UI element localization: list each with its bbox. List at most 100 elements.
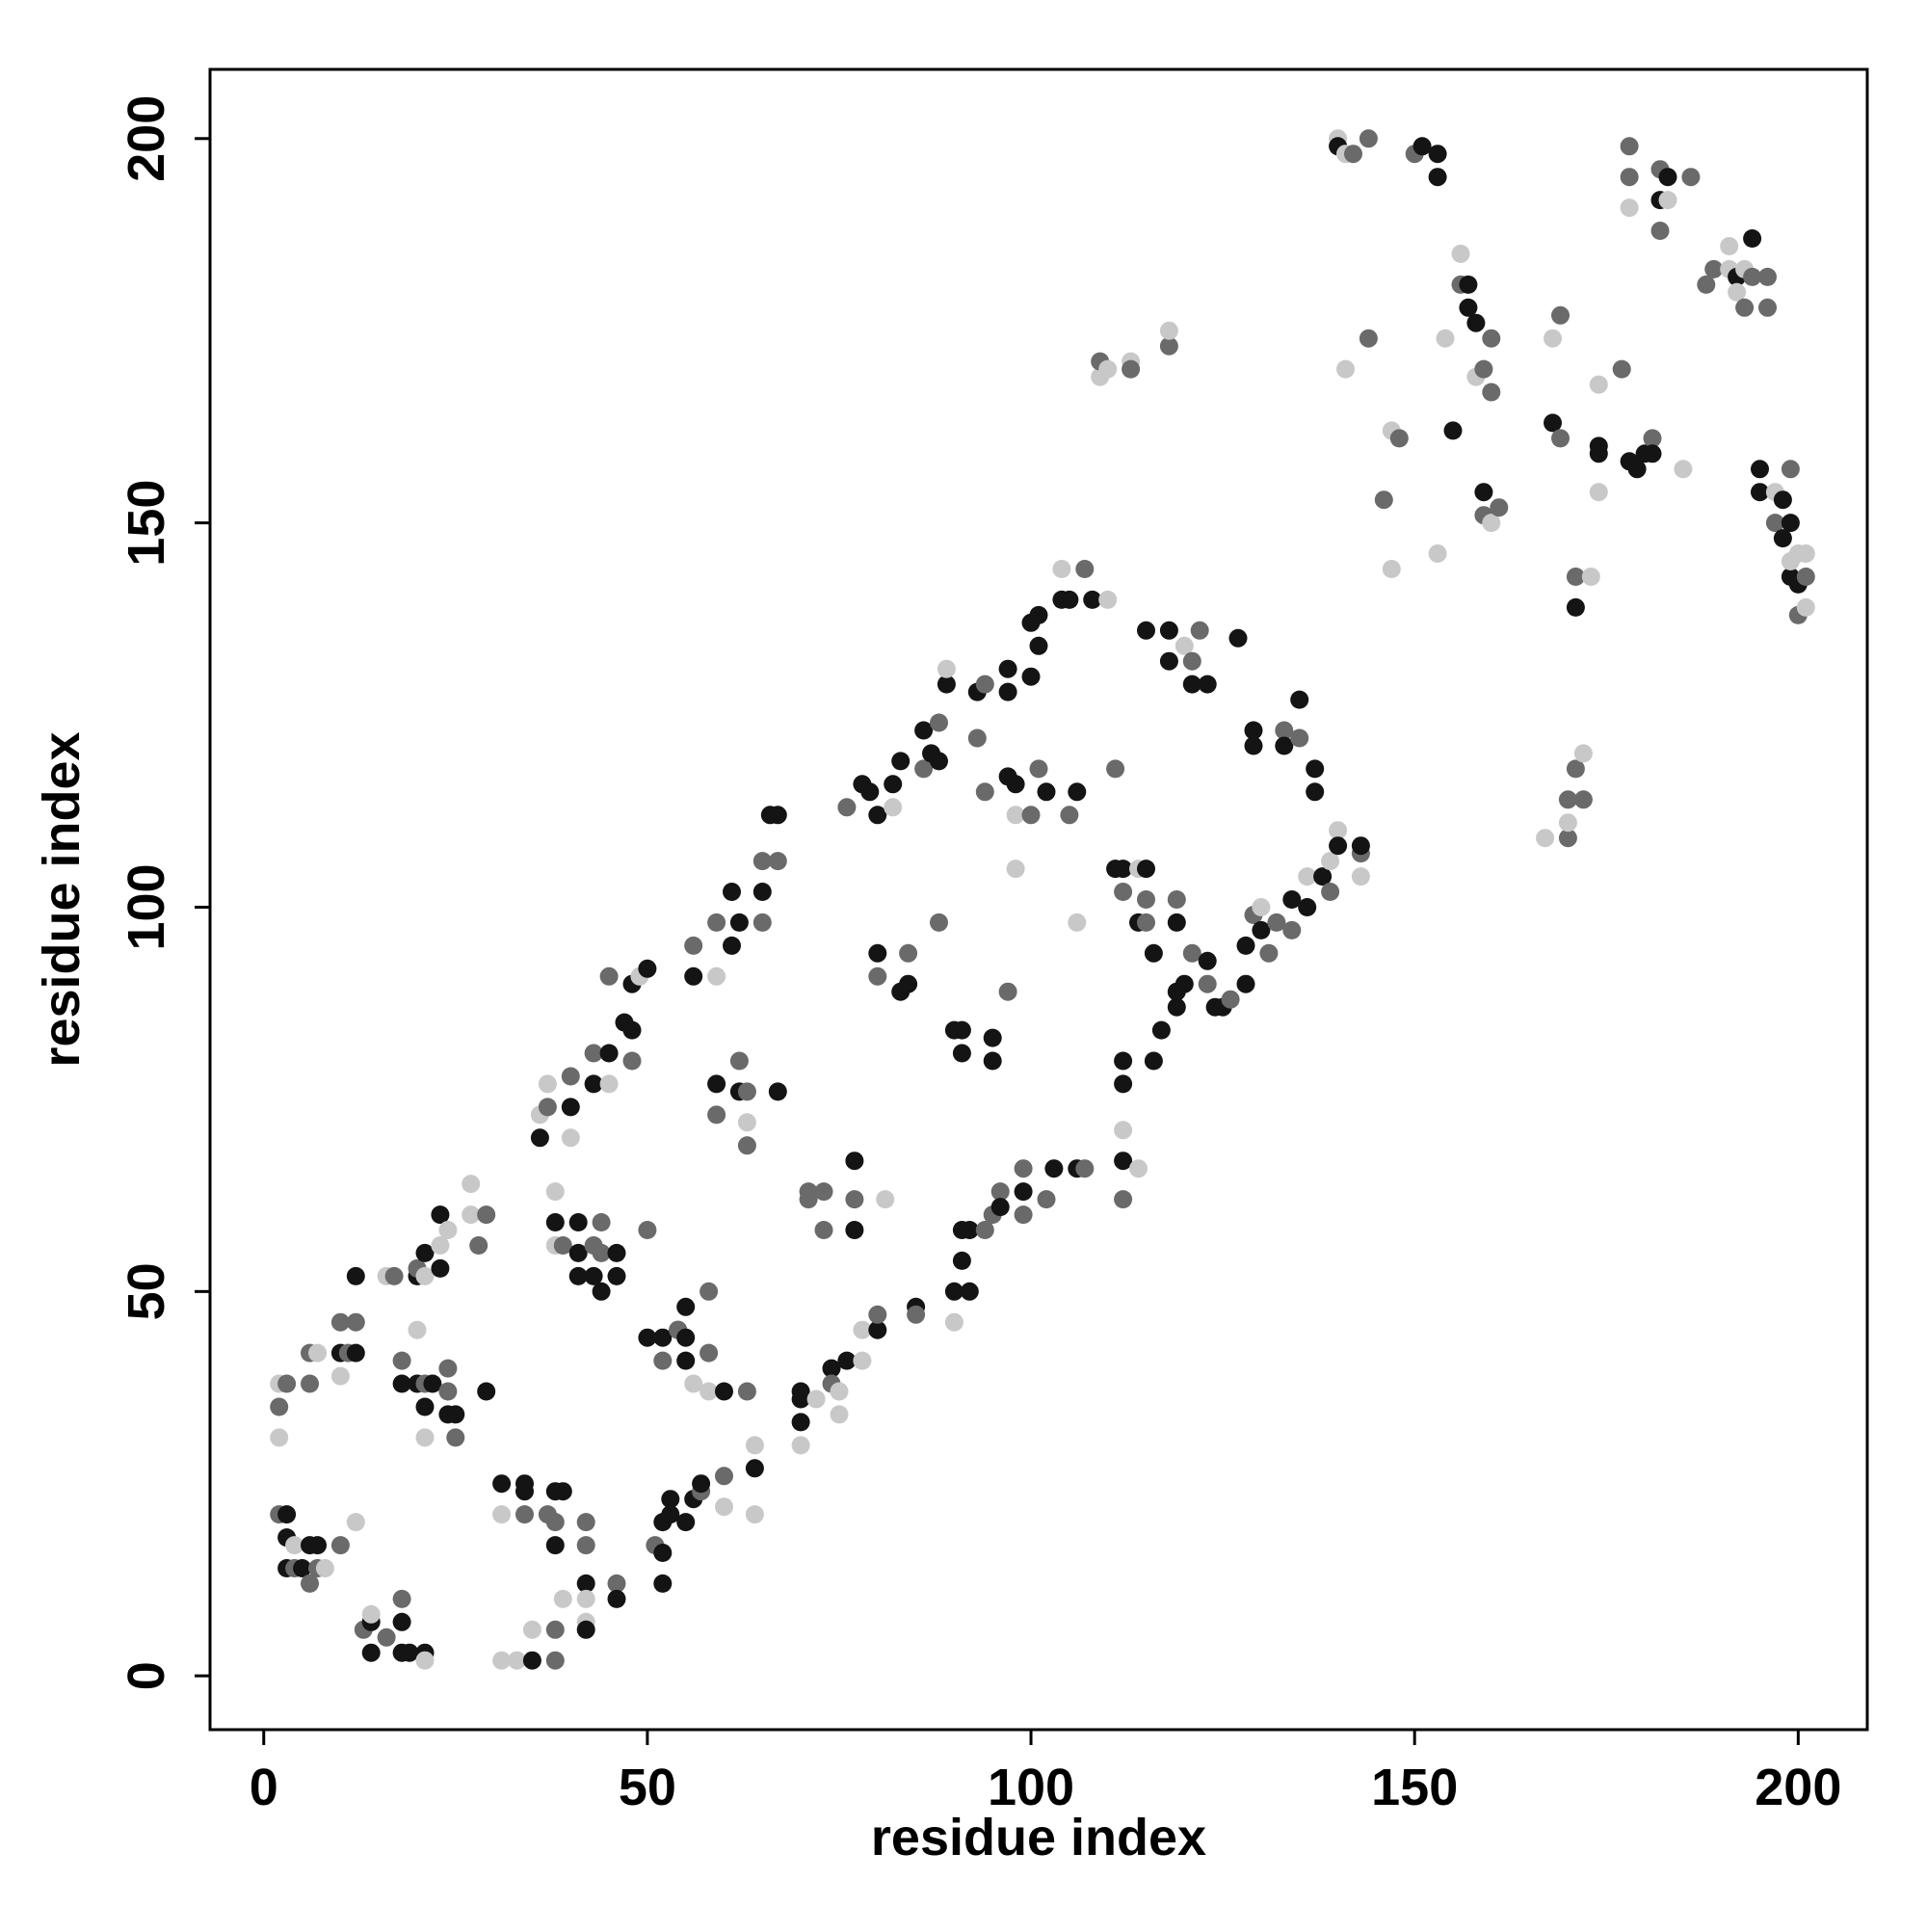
y-axis: 0 50 100 150 200 (118, 95, 210, 1690)
data-point (1627, 460, 1647, 479)
data-point (1620, 198, 1639, 218)
data-point (653, 1351, 673, 1370)
data-point (545, 1651, 565, 1670)
data-point (346, 1513, 365, 1532)
data-point (446, 1405, 465, 1424)
data-point (270, 1428, 289, 1447)
data-point (791, 1436, 810, 1455)
data-point (715, 1467, 733, 1486)
data-point (914, 721, 934, 740)
data-point (1044, 1159, 1064, 1178)
data-point (1697, 275, 1716, 294)
data-point (462, 1175, 481, 1194)
data-point (1382, 560, 1401, 578)
data-point (508, 1651, 526, 1670)
data-point (561, 1128, 580, 1148)
data-point (1182, 651, 1201, 671)
data-point (845, 1151, 864, 1171)
data-point (301, 1574, 319, 1593)
data-point (392, 1374, 411, 1393)
data-point (568, 1243, 588, 1262)
data-point (1182, 675, 1201, 694)
data-point (622, 1020, 642, 1040)
data-point (1728, 282, 1747, 302)
data-point (1551, 429, 1570, 448)
data-point (1159, 321, 1178, 340)
data-point (1781, 460, 1800, 479)
data-point (1306, 759, 1325, 779)
data-point (952, 1044, 971, 1063)
data-point (1167, 913, 1186, 932)
data-point (1566, 568, 1585, 586)
data-point (607, 1243, 626, 1262)
data-point (653, 1544, 673, 1562)
data-point (661, 1505, 680, 1524)
data-point (737, 1082, 756, 1101)
data-point (1014, 1182, 1033, 1202)
data-point (1558, 829, 1577, 848)
data-point (1658, 191, 1677, 210)
data-point (967, 728, 987, 748)
data-point (1098, 590, 1118, 609)
data-point (837, 798, 857, 817)
data-point (814, 1182, 833, 1202)
data-point (553, 1236, 572, 1255)
data-point (661, 1490, 680, 1509)
data-point (1796, 544, 1815, 563)
data-point (806, 1389, 826, 1409)
data-point (1275, 721, 1294, 740)
x-tick-label: 0 (250, 1759, 278, 1816)
data-point (592, 1243, 611, 1262)
data-point (330, 1366, 350, 1386)
data-point (737, 1382, 756, 1401)
data-point (1551, 305, 1570, 325)
data-point (545, 1182, 565, 1202)
data-point (1428, 145, 1447, 164)
data-point (1190, 621, 1209, 640)
data-point (960, 1221, 979, 1239)
data-point (1573, 790, 1593, 809)
data-point (1566, 759, 1585, 779)
data-point (914, 759, 934, 779)
points-layer (270, 129, 1815, 1670)
data-point (1137, 890, 1155, 909)
data-point (377, 1628, 396, 1647)
data-point (545, 1213, 565, 1231)
data-point (1329, 836, 1348, 856)
data-point (553, 1482, 572, 1501)
y-tick-label: 200 (118, 95, 175, 182)
data-point (1459, 298, 1478, 317)
data-point (1282, 890, 1302, 909)
x-axis: 0 50 100 150 200 (250, 1730, 1841, 1816)
data-point (1021, 806, 1041, 825)
data-point (791, 1389, 810, 1409)
data-point (1620, 137, 1639, 156)
data-point (676, 1297, 696, 1316)
data-point (561, 1067, 580, 1086)
data-point (1114, 1121, 1133, 1140)
data-point (538, 1074, 557, 1094)
data-point (707, 966, 726, 986)
data-point (392, 1589, 411, 1608)
data-point (952, 1020, 971, 1040)
data-point (1451, 244, 1470, 263)
data-point (423, 1374, 442, 1393)
data-point (1244, 736, 1263, 755)
data-point (1014, 1159, 1033, 1178)
data-point (1336, 359, 1355, 379)
data-point (990, 1198, 1010, 1217)
data-point (1075, 1159, 1095, 1178)
data-point (1114, 1151, 1133, 1171)
data-point (868, 1305, 887, 1324)
data-point (944, 1312, 964, 1332)
data-point (438, 1359, 458, 1378)
data-point (715, 1382, 733, 1401)
data-point (737, 1136, 756, 1155)
data-point (868, 1320, 887, 1339)
data-point (1428, 168, 1447, 187)
data-point (1252, 920, 1271, 940)
data-point (415, 1266, 435, 1285)
data-point (392, 1612, 411, 1631)
data-point (1167, 890, 1186, 909)
data-point (937, 675, 956, 694)
